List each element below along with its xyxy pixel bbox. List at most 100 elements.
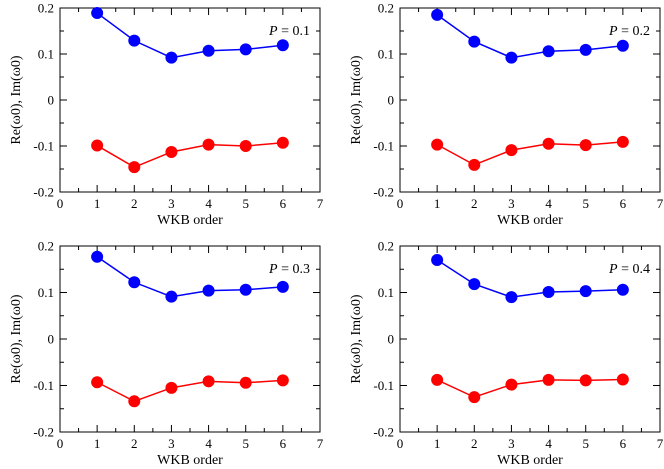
x-tick-label: 4 [205, 436, 212, 451]
y-axis-label: Re(ω0), Im(ω0) [349, 55, 364, 145]
x-tick-label: 5 [582, 196, 589, 211]
x-axis-label: WKB order [497, 453, 563, 468]
data-point-re [239, 43, 252, 56]
data-point-im [128, 161, 141, 174]
data-point-re [542, 45, 555, 58]
x-tick-label: 6 [280, 196, 287, 211]
x-tick-label: 3 [508, 436, 515, 451]
data-point-re [431, 8, 444, 21]
panel-annotation: P = 0.4 [608, 262, 650, 277]
x-tick-label: 2 [471, 436, 478, 451]
x-tick-label: 0 [57, 436, 64, 451]
annotation-symbol: P [608, 262, 618, 277]
series-line-re [436, 259, 623, 298]
x-tick-label: 6 [280, 436, 287, 451]
x-tick-label: 7 [657, 436, 664, 451]
y-tick-label: -0.2 [33, 425, 54, 440]
data-point-re [468, 35, 481, 48]
series-line-im [96, 379, 283, 403]
annotation-symbol: P [268, 262, 278, 277]
data-point-re [505, 51, 518, 64]
y-tick-label: -0.1 [33, 378, 54, 393]
panel-annotation: P = 0.1 [268, 24, 310, 39]
y-tick-label: -0.1 [373, 139, 394, 154]
series-line-im [436, 141, 623, 166]
data-point-im [165, 145, 178, 158]
annotation-value: = 0.3 [281, 262, 310, 277]
x-tick-label: 1 [94, 196, 101, 211]
y-tick-label: 0.1 [38, 285, 54, 300]
panel-annotation: P = 0.3 [268, 262, 310, 277]
y-tick-label: 0.2 [38, 239, 54, 254]
data-point-re [616, 39, 629, 52]
y-tick-label: 0.1 [378, 285, 394, 300]
data-point-im [431, 373, 444, 386]
y-axis-label: Re(ω0), Im(ω0) [9, 294, 24, 384]
y-axis-label: Re(ω0), Im(ω0) [9, 55, 24, 145]
data-point-im [91, 139, 104, 152]
annotation-value: = 0.4 [621, 262, 650, 277]
data-point-im [91, 376, 104, 389]
x-tick-label: 1 [434, 196, 441, 211]
x-tick-label: 3 [168, 436, 175, 451]
x-tick-label: 2 [471, 196, 478, 211]
data-point-re [202, 284, 215, 297]
data-point-re [579, 285, 592, 298]
data-point-re [165, 51, 178, 64]
annotation-symbol: P [608, 24, 618, 39]
data-point-re [542, 286, 555, 299]
x-tick-label: 5 [242, 196, 249, 211]
x-tick-label: 4 [545, 196, 552, 211]
data-point-im [202, 375, 215, 388]
panel-top-left: 0 1 2 3 4 5 6 7 -0.2 -0.1 0 0.1 0.2 WKB order Re(ω0), … [9, 1, 324, 229]
data-point-im [239, 376, 252, 389]
data-point-im [468, 391, 481, 404]
x-tick-label: 4 [205, 196, 212, 211]
data-point-re [431, 253, 444, 266]
x-tick-label: 7 [657, 196, 664, 211]
x-tick-label: 2 [131, 196, 138, 211]
panel-top-right: 0 1 2 3 4 5 6 7 -0.2 -0.1 0 0.1 0.2 WKB order Re(ω0), … [349, 1, 664, 229]
x-tick-label: 3 [168, 196, 175, 211]
data-point-im [431, 138, 444, 151]
data-point-im [165, 381, 178, 394]
x-axis-label: WKB order [157, 453, 223, 468]
data-point-im [239, 140, 252, 152]
x-tick-label: 7 [317, 196, 324, 211]
x-tick-label: 0 [397, 196, 404, 211]
series-line-re [96, 256, 283, 298]
data-point-re [579, 43, 592, 56]
data-point-im [202, 138, 215, 151]
data-point-im [505, 144, 518, 157]
y-tick-label: 0.2 [378, 239, 394, 254]
data-point-re [165, 290, 178, 303]
x-tick-label: 5 [242, 436, 249, 451]
y-tick-label: 0 [48, 93, 55, 108]
series-line-im [96, 142, 283, 168]
data-point-re [128, 34, 141, 47]
data-point-re [505, 291, 518, 304]
data-point-im [616, 373, 629, 386]
y-tick-label: -0.2 [373, 185, 394, 200]
y-tick-label: 0.2 [378, 1, 394, 16]
data-point-re [239, 283, 252, 296]
panel-bottom-left: 0 1 2 3 4 5 6 7 -0.2 -0.1 0 0.1 0.2 WKB order Re(ω0), … [9, 239, 324, 469]
series-line-re [436, 14, 623, 59]
x-tick-label: 3 [508, 196, 515, 211]
y-tick-label: 0.2 [38, 1, 54, 16]
data-point-im [468, 158, 481, 171]
x-tick-label: 1 [94, 436, 101, 451]
x-tick-label: 0 [397, 436, 404, 451]
y-tick-label: 0.1 [38, 47, 54, 62]
data-point-re [91, 7, 104, 20]
data-point-im [276, 136, 289, 149]
x-axis-label: WKB order [497, 213, 563, 228]
x-tick-label: 0 [57, 196, 64, 211]
data-point-im [276, 374, 289, 387]
series-line-re [96, 12, 283, 59]
y-tick-label: -0.2 [373, 425, 394, 440]
x-tick-label: 7 [317, 436, 324, 451]
x-tick-label: 6 [620, 196, 627, 211]
data-point-re [468, 278, 481, 291]
data-point-re [128, 276, 141, 289]
